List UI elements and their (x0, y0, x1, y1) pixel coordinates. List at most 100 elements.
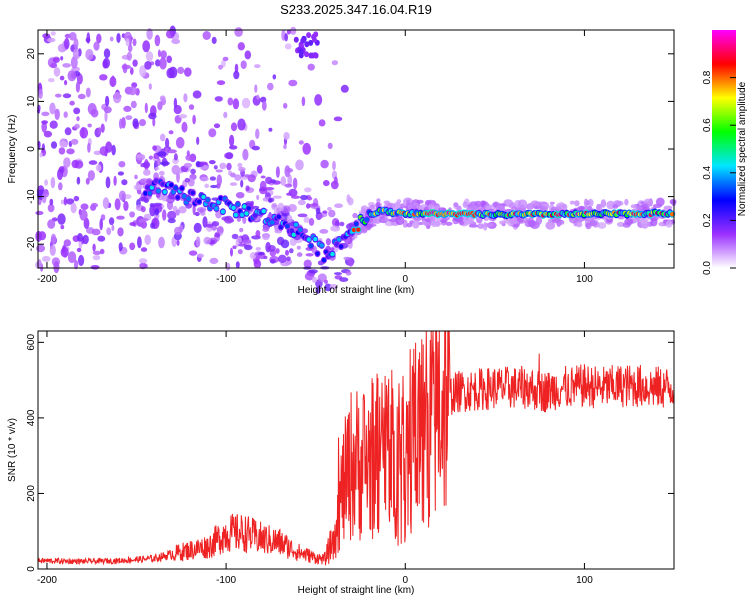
heatmap-cell (62, 93, 72, 99)
colorbar-tick-label: 0.4 (702, 165, 713, 179)
heatmap-cell (306, 237, 312, 242)
heatmap-cell (635, 206, 642, 211)
heatmap-cell (269, 258, 276, 264)
heatmap-cell (167, 210, 177, 220)
spectrogram-xtick-label: 0 (402, 274, 408, 285)
heatmap-cell (249, 252, 257, 260)
heatmap-cell (242, 148, 249, 161)
heatmap-cell (35, 230, 42, 242)
heatmap-cell (261, 100, 267, 111)
heatmap-cell (162, 209, 167, 221)
heatmap-cell (47, 203, 55, 213)
heatmap-cell (154, 208, 159, 216)
heatmap-cell (203, 236, 211, 245)
snr-ticks: -200 -100 0 100 0 200 400 600 (26, 331, 674, 586)
heatmap-cell (606, 218, 613, 223)
spectrogram-ytick-label: 10 (26, 95, 37, 107)
heatmap-cell (260, 175, 266, 179)
heatmap-cell (176, 171, 180, 183)
heatmap-cell (200, 176, 209, 182)
colorbar-tick-label: 0.2 (702, 213, 713, 227)
heatmap-cell (262, 234, 270, 241)
heatmap-cell (175, 137, 185, 149)
heatmap-cell (139, 119, 146, 127)
heatmap-cell (574, 200, 580, 207)
heatmap-cell (155, 166, 160, 171)
heatmap-cell (549, 201, 555, 205)
spectrogram-xtick-label: 100 (576, 274, 593, 285)
heatmap-cell (352, 212, 358, 219)
spectrogram-ytick-label: 20 (26, 48, 37, 60)
heatmap-cell (301, 96, 306, 107)
heatmap-cell (277, 202, 285, 212)
heatmap-cell (445, 221, 453, 226)
heatmap-cell (234, 63, 239, 73)
heatmap-cell (308, 39, 314, 46)
heatmap-cell (235, 192, 245, 199)
heatmap-cell (104, 110, 108, 123)
heatmap-cell (343, 256, 351, 261)
heatmap-cell (64, 37, 70, 50)
heatmap-cell (38, 88, 43, 100)
heatmap-cell (324, 279, 328, 284)
heatmap-cell (284, 43, 292, 50)
heatmap-cell (313, 236, 318, 242)
colorbar-tick-label: 0.0 (702, 261, 713, 275)
heatmap-cell (297, 199, 306, 206)
heatmap-cell (213, 165, 218, 170)
heatmap-cell (300, 37, 306, 44)
heatmap-cell (184, 177, 190, 183)
heatmap-cell (242, 216, 247, 224)
heatmap-cell (63, 239, 71, 247)
heatmap-cell (319, 243, 324, 248)
heatmap-cell (64, 127, 72, 136)
heatmap-cell (148, 155, 153, 160)
heatmap-cell (320, 159, 329, 169)
heatmap-cell (218, 196, 223, 201)
heatmap-cell (340, 84, 349, 93)
heatmap-cell (39, 152, 43, 158)
colorbar-ticks: 0.0 0.2 0.4 0.6 0.8 (702, 70, 736, 275)
heatmap-cell (304, 272, 315, 281)
snr-frame (37, 330, 675, 570)
heatmap-cell (114, 198, 121, 211)
heatmap-cell (383, 200, 391, 205)
heatmap-cell (153, 202, 163, 207)
heatmap-cell (642, 203, 649, 207)
heatmap-cell (220, 209, 226, 214)
heatmap-cell (168, 130, 174, 135)
heatmap-cell (395, 216, 405, 226)
heatmap-cell (218, 64, 223, 70)
heatmap-cell (149, 185, 155, 190)
heatmap-cell (208, 128, 217, 138)
heatmap-cell (268, 198, 273, 203)
heatmap-cell (179, 186, 185, 191)
heatmap-cell (670, 212, 675, 217)
heatmap-cell (453, 202, 459, 207)
heatmap-cell (285, 249, 289, 256)
heatmap-cell (237, 42, 245, 51)
heatmap-cell (129, 222, 136, 226)
heatmap-cell (288, 79, 298, 87)
heatmap-cell (130, 67, 134, 75)
heatmap-cell (184, 67, 192, 77)
snr-ytick-label: 0 (26, 566, 37, 572)
heatmap-cell (242, 204, 247, 209)
heatmap-cell (142, 161, 151, 169)
heatmap-cell (665, 220, 673, 228)
heatmap-cell (308, 52, 314, 59)
heatmap-cell (284, 33, 289, 42)
heatmap-cell (90, 265, 100, 270)
heatmap-cell (138, 222, 146, 227)
heatmap-cell (242, 239, 252, 244)
heatmap-cell (95, 164, 102, 172)
heatmap-cell (268, 127, 273, 132)
heatmap-cell (113, 175, 117, 186)
heatmap-cell (296, 252, 303, 257)
heatmap-cell (62, 63, 71, 68)
heatmap-cell (339, 221, 345, 227)
heatmap-cell (209, 257, 219, 264)
spectrogram-xlabel: Height of straight line (km) (298, 285, 415, 296)
heatmap-cell (58, 182, 63, 191)
